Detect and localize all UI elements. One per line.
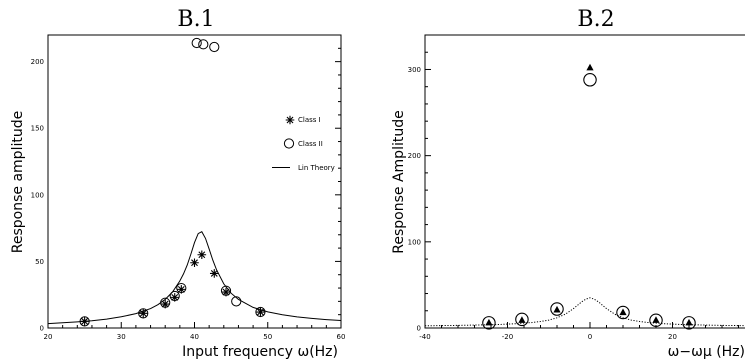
legend-item-lin-theory: Lin Theory [272, 164, 335, 172]
chart-b1: B.1 Response amplitude Input frequency ω… [10, 7, 345, 360]
open-circle-point [649, 313, 663, 327]
series-theory-dotted-line [424, 297, 745, 327]
class-i-point [80, 317, 89, 326]
triangle-point [652, 316, 660, 323]
chart-b1-title: B.1 [177, 7, 214, 32]
chart-b1-ytick-label: 200 [31, 58, 44, 66]
triangle-point [685, 318, 693, 326]
class-ii-point [255, 306, 266, 318]
legend-swatch-class-i [285, 115, 295, 125]
class-i-point [197, 250, 207, 260]
class-ii-point [231, 296, 242, 307]
class-i-point [177, 285, 186, 294]
chart-b2-title: B.2 [577, 7, 614, 32]
triangle-point [619, 308, 627, 316]
chart-b1-ytick-label: 0 [40, 325, 44, 333]
legend-label-class-i: Class I [298, 116, 321, 124]
chart-b2-ytick-label: 300 [408, 66, 421, 74]
open-circle-point [482, 316, 496, 330]
chart-b2-ytick-label: 200 [408, 152, 421, 160]
triangle-point [586, 63, 594, 71]
class-i-point [221, 287, 231, 297]
class-ii-point [209, 41, 220, 53]
class-i-point [138, 309, 148, 318]
chart-b2-xtick-label: -40 [419, 333, 430, 341]
legend-label-lin-theory: Lin Theory [298, 164, 335, 172]
chart-b2-xlabel: ω−ωμ (Hz) [668, 344, 745, 360]
chart-b1-xtick-label: 60 [337, 333, 346, 341]
chart-b2: B.2 Response Amplitude ω−ωμ (Hz) -40 -20 0… [391, 7, 745, 360]
chart-b2-ylabel: Response Amplitude [391, 110, 407, 253]
chart-b1-xtick-label: 30 [117, 333, 126, 341]
chart-b1-ytick-label: 150 [31, 125, 44, 133]
chart-b1-xtick-label: 50 [263, 333, 272, 341]
open-circle-point [616, 305, 630, 320]
class-ii-point [191, 37, 202, 49]
chart-b1-xlabel: Input frequency ω(Hz) [182, 344, 338, 360]
triangle-point [553, 305, 561, 313]
class-i-point [190, 258, 199, 268]
chart-b1-xtick-label: 40 [190, 333, 199, 341]
open-circle-point [583, 73, 597, 87]
open-circle-point [550, 302, 564, 316]
legend-item-class-i: Class I [285, 115, 321, 125]
class-i-point [209, 269, 219, 278]
chart-b2-ytick-label: 100 [408, 238, 421, 246]
chart-b1-legend: Class I Class II Lin Theory [272, 115, 335, 172]
class-ii-point [79, 316, 90, 327]
legend-item-class-ii: Class II [283, 138, 323, 149]
class-i-point [170, 293, 180, 302]
chart-b2-ytick-label: 0 [417, 325, 421, 333]
class-i-point [160, 299, 170, 309]
chart-b2-xtick-label: 0 [588, 333, 592, 341]
class-i-point [256, 307, 265, 317]
triangle-point [518, 316, 526, 323]
class-ii-point [138, 308, 149, 319]
open-circle-point [515, 312, 529, 327]
triangle-point [485, 318, 493, 326]
chart-b2-xtick-label: -20 [502, 333, 513, 341]
chart-b2-xtick-label: 20 [668, 333, 677, 341]
chart-b1-ytick-label: 100 [31, 191, 44, 199]
open-circle-point [682, 316, 696, 330]
series-lin-theory-line [47, 231, 342, 325]
chart-b1-xtick-label: 20 [44, 333, 53, 341]
chart-b1-ylabel: Response amplitude [10, 111, 26, 253]
chart-b1-ytick-label: 50 [35, 258, 44, 266]
legend-swatch-class-ii [283, 138, 295, 149]
chart-b2-frame [424, 34, 745, 329]
class-ii-point [198, 39, 209, 50]
chart-b1-frame [47, 34, 342, 329]
legend-label-class-ii: Class II [298, 140, 323, 148]
